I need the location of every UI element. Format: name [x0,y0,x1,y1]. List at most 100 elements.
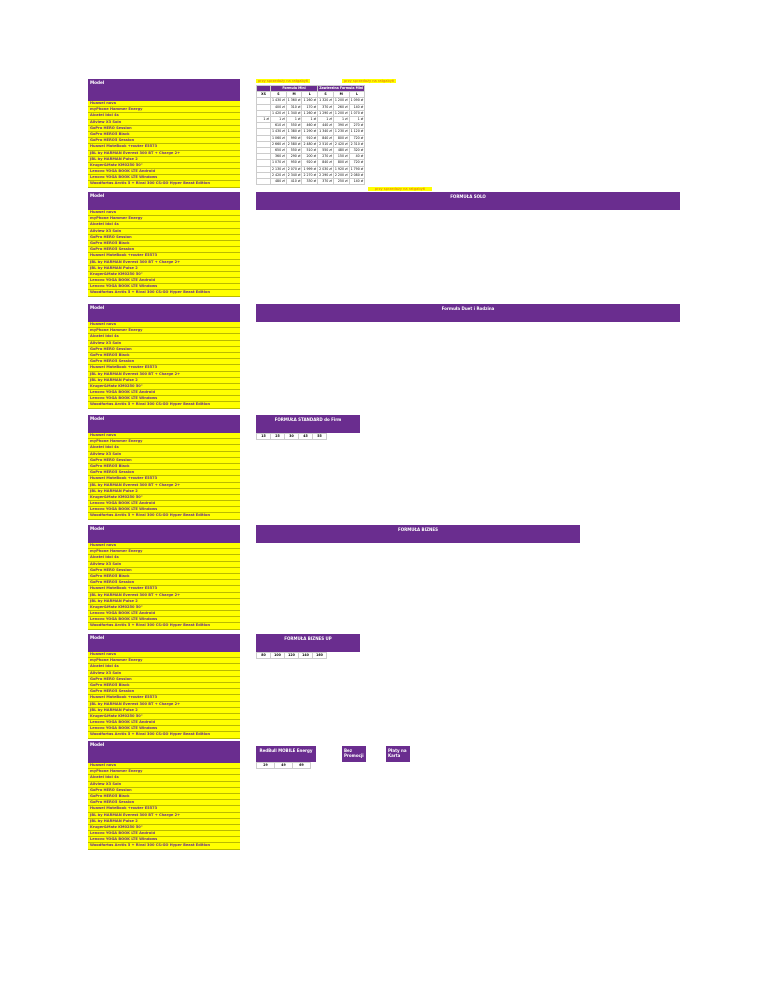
price-cell: 1 zł [348,115,366,124]
model-row: Lenovo YOGA BOOK LTE Android [88,720,240,727]
price-cell: 140 zł [348,103,366,111]
price-cell [256,97,271,105]
model-row: GoPro HERO5 Black [88,463,240,471]
model-row: GoPro HERO Session [88,676,240,683]
price-cell: 410 zł [285,178,303,186]
model-row: Lenovo YOGA BOOK LTE Android [88,390,240,397]
price-cell: 2 580 zł [285,140,303,149]
model-row: GoPro HERO5 Session [88,470,240,477]
column-header: L [348,91,366,99]
table-row: 480 zł 410 zł 330 zł 370 zł 250 zł 140 zł [256,178,366,186]
model-label-block-1: Model Huawei nova myPhone Hammer Energy Al… [88,79,240,188]
price-cell: 1 360 zł [285,97,303,105]
section-title-standard: FORMUŁA STANDARD do Firm [256,415,360,433]
price-cell: 2 070 zł [285,165,303,173]
model-row: JBL by HARMAN Everest 300 BT + Charge 2+ [88,701,240,708]
model-row: Huawei MateBook +router E5573 [88,586,240,593]
table-row: 1 070 zł 950 zł 920 zł 840 zł 800 zł 720 zł [256,159,366,167]
model-row: GoPro HERO Session [88,567,240,574]
price-cell: 1 999 zł [301,165,319,173]
price-cell: 1 120 zł [348,128,366,136]
model-header: Model [88,634,240,652]
model-row: GoPro HERO Session [88,346,240,353]
section-title: FORMUŁA BIZNES [398,527,438,532]
model-header: Model [88,304,240,322]
column-header: 55 [312,432,327,441]
model-row: Lenovo YOGA BOOK LTE Android [88,831,240,838]
model-row: GoPro HERO5 Black [88,793,240,801]
table-row: 1 420 zł 1 340 zł 1 260 zł 1 290 zł 1 200 zł… [256,109,366,118]
price-cell: 1 290 zł [317,109,334,118]
section-title: FORMUŁA STANDARD do Firm [274,417,342,422]
table-row: 1 430 zł 1 380 zł 1 290 zł 1 340 zł 1 230 zł… [256,128,366,136]
price-cell: 1 zł [256,115,271,124]
model-row: Woodfortas Arctis 5 + Rival 300 CS:GO Hy… [88,402,240,409]
price-cell: 320 zł [348,147,366,155]
table-row: 1 060 zł 990 zł 910 zł 840 zł 800 zł 720 zł [256,134,366,142]
column-header: 120 [284,651,299,660]
price-cell: 1 200 zł [332,97,350,105]
model-row: Huawei nova [88,433,240,440]
price-cell: 1 290 zł [301,128,319,136]
price-cell: 2 030 zł [317,165,334,173]
price-cell: 1 920 zł [332,165,350,173]
model-row: myPhone Hammer Energy [88,769,240,776]
section-title: Płaty na Karta [388,748,407,758]
column-header: 45 [298,432,313,441]
price-cell: 330 zł [301,178,319,186]
price-table-1: Formula Mini Zawierzina Formula Mini XS S M… [256,84,366,186]
model-row: Huawei MateBook +router E5573 [88,253,240,260]
price-cell: 250 zł [332,178,350,186]
model-row: Lenovo YOGA BOOK LTE Windows [88,837,240,844]
model-row: Lenovo YOGA BOOK LTE Android [88,501,240,508]
model-row: myPhone Hammer Energy [88,439,240,446]
price-table-6: 80 100 120 140 160 [256,651,327,660]
model-row: myPhone Hammer Energy [88,216,240,223]
model-row: GoPro HERO5 Black [88,131,240,139]
model-row: JBL by HARMAN Everest 300 BT + Charge 2+ [88,592,240,599]
model-row: GoPro HERO5 Session [88,247,240,254]
section-title: RedBull MOBILE Energy [259,748,313,753]
model-row: Woodfortas Arctis 5 + Rival 300 CS:GO Hy… [88,513,240,520]
price-cell: 2 310 zł [348,140,366,149]
price-cell: 1 430 zł [270,97,287,105]
price-cell: 270 zł [348,122,366,130]
model-row: JBL by HARMAN Everest 300 BT + Charge 2+ [88,812,240,819]
price-cell: 1 090 zł [348,97,366,105]
model-row: GoPro HERO5 Session [88,689,240,696]
note-2: przy sprzedaży na ratgabyti [368,187,432,191]
model-row: Allview X3 Soin [88,451,240,458]
column-header: 80 [256,651,271,660]
column-header: 29 [256,761,275,770]
model-row: Kruger&Matz KM0250 50" [88,271,240,279]
price-cell: 1 430 zł [270,128,287,136]
model-row: Alcatel Idol 4s [88,775,240,782]
model-row: Lenovo YOGA BOOK LTE Android [88,169,240,176]
section-title-bez: Bez Promocji [342,746,366,762]
model-row: Alcatel Idol 4s [88,113,240,120]
model-row: Lenovo YOGA BOOK LTE Windows [88,175,240,182]
price-cell: 2 510 zł [317,140,334,149]
price-cell: 1 230 zł [332,128,350,136]
model-row: Lenovo YOGA BOOK LTE Windows [88,507,240,514]
price-cell: 1 060 zł [270,134,287,142]
model-row: Allview X3 Soin [88,228,240,235]
note-1a: przy sprzedaży na ratgabyti [256,79,311,83]
model-header: Model [88,79,240,101]
price-cell: 2 080 zł [348,171,366,180]
model-row: Alcatel Idol 4s [88,555,240,562]
model-label-block-5: Model Huawei nova myPhone Hammer Energy Al… [88,525,240,630]
model-label-block-2: Model Huawei nova myPhone Hammer Energy Al… [88,192,240,297]
model-header: Model [88,525,240,543]
price-cell: 2 200 zł [332,171,350,180]
model-row: JBL by HARMAN Everest 300 BT + Charge 2+ [88,259,240,266]
price-cell: 2 420 zł [332,140,350,149]
model-row: Lenovo YOGA BOOK LTE Windows [88,726,240,733]
model-row: Allview X3 Soin [88,781,240,788]
price-cell: 1 340 zł [285,109,303,118]
model-row: Alcatel Idol 4s [88,445,240,452]
price-cell: 370 zł [317,178,334,186]
model-row: GoPro HERO5 Black [88,682,240,690]
model-row: GoPro HERO Session [88,457,240,464]
model-row: Huawei nova [88,101,240,108]
